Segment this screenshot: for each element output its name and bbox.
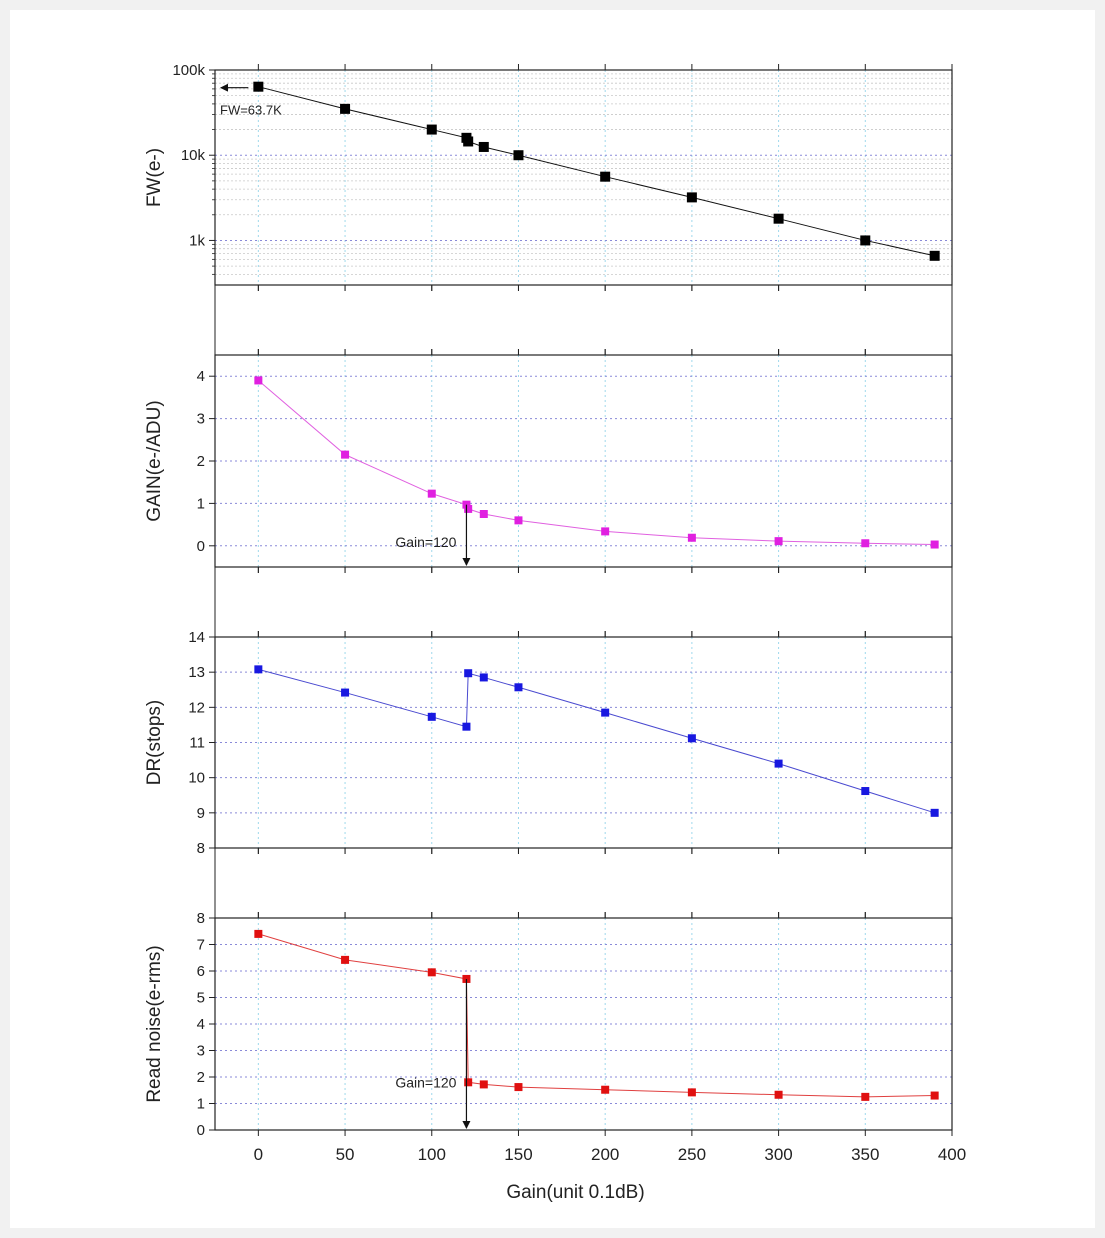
y-tick-label: 3 — [197, 1043, 205, 1060]
panel-fw: 1k 10k 100k FW(e-) FW=63.7K — [144, 62, 953, 291]
annotation-label: Gain=120 — [395, 1074, 456, 1090]
data-point — [686, 192, 697, 203]
y-tick-label: 12 — [188, 699, 205, 716]
data-point — [479, 1080, 488, 1089]
x-tick-label: 150 — [504, 1145, 532, 1164]
y-axis-title: GAIN(e-/ADU) — [144, 400, 165, 521]
data-point — [341, 688, 350, 697]
data-point — [601, 527, 610, 536]
data-point — [514, 683, 523, 692]
data-point — [601, 708, 610, 717]
y-tick-label: 5 — [197, 990, 205, 1007]
y-tick-label: 8 — [197, 840, 205, 857]
data-point — [478, 141, 489, 152]
y-axis-title: FW(e-) — [144, 148, 165, 207]
data-point — [340, 103, 351, 114]
y-tick-label: 100k — [172, 62, 205, 79]
data-point — [600, 171, 611, 182]
data-point — [254, 376, 263, 385]
data-point — [462, 722, 471, 731]
panel-gain: 0 1 2 3 4 GAIN(e-/ADU) Gain=120 — [144, 349, 953, 573]
data-point — [601, 1085, 610, 1094]
data-point — [930, 808, 939, 817]
x-tick-label: 250 — [678, 1145, 706, 1164]
y-tick-label: 2 — [197, 1069, 205, 1086]
annotation-label: FW=63.7K — [220, 103, 282, 118]
y-tick-label: 1k — [189, 232, 205, 249]
data-point — [930, 540, 939, 549]
panel-frame — [214, 69, 953, 286]
y-tick-label: 7 — [197, 937, 205, 954]
x-tick-label: 200 — [591, 1145, 619, 1164]
y-axis-title: DR(stops) — [144, 700, 165, 786]
data-point — [774, 759, 783, 768]
x-tick-label: 350 — [851, 1145, 879, 1164]
y-tick-label: 11 — [189, 735, 205, 752]
data-point — [687, 1088, 696, 1097]
y-tick-label: 10 — [188, 770, 205, 787]
y-tick-label: 2 — [197, 453, 205, 470]
x-tick-label: 300 — [764, 1145, 792, 1164]
data-point — [254, 665, 263, 674]
data-point — [253, 81, 264, 92]
data-point — [464, 669, 473, 678]
y-tick-label: 0 — [197, 1122, 205, 1139]
x-tick-label: 400 — [938, 1145, 966, 1164]
data-point — [464, 504, 473, 513]
data-point — [464, 1078, 473, 1087]
y-tick-label: 0 — [197, 538, 205, 555]
data-point — [479, 510, 488, 518]
data-point — [427, 712, 436, 721]
data-point — [479, 673, 488, 682]
y-tick-label: 3 — [197, 411, 205, 428]
figure: 1k 10k 100k FW(e-) FW=63.7K 0 1 2 3 4 GAIN(e-/ADU)… — [10, 10, 1095, 1228]
panel-dr: 8 9 10 11 12 13 14 DR(stops) — [144, 629, 953, 857]
panel-noise: 0 1 2 3 4 5 6 7 8 Read noise(e-rms) Gain=120 — [144, 910, 953, 1139]
x-axis-title: Gain(unit 0.1dB) — [506, 1182, 644, 1203]
data-point — [514, 1083, 523, 1092]
data-point — [861, 1092, 870, 1101]
series-line — [258, 380, 935, 546]
data-point — [463, 136, 474, 147]
x-tick-label: 100 — [418, 1145, 446, 1164]
y-axis-title: Read noise(e-rms) — [144, 945, 165, 1102]
stacked-chart: 1k10k100kFW(e-)FW=63.7K01234GAIN(e-/ADU)… — [144, 62, 966, 1203]
data-point — [427, 968, 436, 977]
data-point — [687, 734, 696, 743]
data-point — [341, 450, 350, 459]
series-line — [258, 668, 935, 814]
y-tick-label: 10k — [181, 147, 206, 164]
data-point — [773, 213, 784, 224]
x-tick-label: 50 — [336, 1145, 355, 1164]
y-tick-label: 8 — [197, 910, 205, 927]
y-tick-label: 1 — [197, 1096, 205, 1113]
data-point — [929, 250, 940, 261]
data-point — [861, 787, 870, 796]
y-tick-label: 6 — [197, 963, 205, 980]
data-point — [774, 537, 783, 546]
data-point — [774, 1090, 783, 1099]
y-tick-label: 13 — [188, 664, 205, 681]
series-line — [258, 933, 935, 1098]
data-point — [254, 929, 263, 938]
data-point — [860, 235, 871, 246]
data-point — [861, 539, 870, 548]
y-tick-label: 4 — [197, 1016, 205, 1033]
y-tick-label: 9 — [197, 805, 205, 822]
y-tick-label: 1 — [197, 495, 205, 512]
x-tick-label: 0 — [254, 1145, 263, 1164]
annotation-label: Gain=120 — [395, 534, 456, 550]
data-point — [514, 516, 523, 525]
data-point — [341, 955, 350, 964]
data-point — [426, 124, 437, 135]
data-point — [513, 150, 524, 161]
data-point — [930, 1091, 939, 1100]
series-line — [258, 86, 935, 257]
data-point — [687, 533, 696, 542]
data-point — [427, 489, 436, 498]
y-tick-label: 14 — [188, 629, 205, 646]
y-tick-label: 4 — [197, 368, 205, 385]
